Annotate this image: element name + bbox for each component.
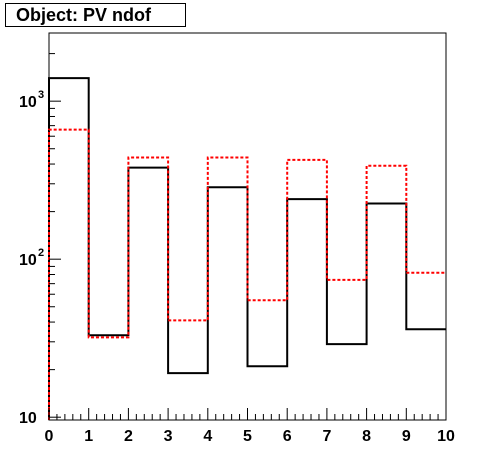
x-tick-label: 8 [362, 428, 371, 445]
y-tick-label: 10 [19, 252, 37, 269]
x-tick-label: 9 [402, 428, 411, 445]
x-tick-label: 2 [124, 428, 133, 445]
series-dashed [48, 128, 446, 420]
y-tick-exponent: 2 [38, 247, 44, 259]
y-tick-exponent: 3 [38, 89, 44, 101]
chart-title: Object: PV ndof [5, 3, 186, 27]
series-solid [48, 77, 446, 420]
series-outline [48, 77, 446, 420]
series-layer [48, 77, 446, 420]
x-tick-label: 0 [45, 428, 54, 445]
x-tick-label: 10 [437, 428, 455, 445]
x-tick-label: 5 [243, 428, 252, 445]
x-tick-label: 7 [322, 428, 331, 445]
x-tick-label: 4 [203, 428, 212, 445]
y-tick-label: 10 [19, 410, 37, 427]
x-tick-label: 3 [164, 428, 173, 445]
y-tick-label: 10 [19, 94, 37, 111]
series-outline [48, 128, 446, 420]
x-tick-label: 1 [84, 428, 93, 445]
x-tick-label: 6 [283, 428, 292, 445]
